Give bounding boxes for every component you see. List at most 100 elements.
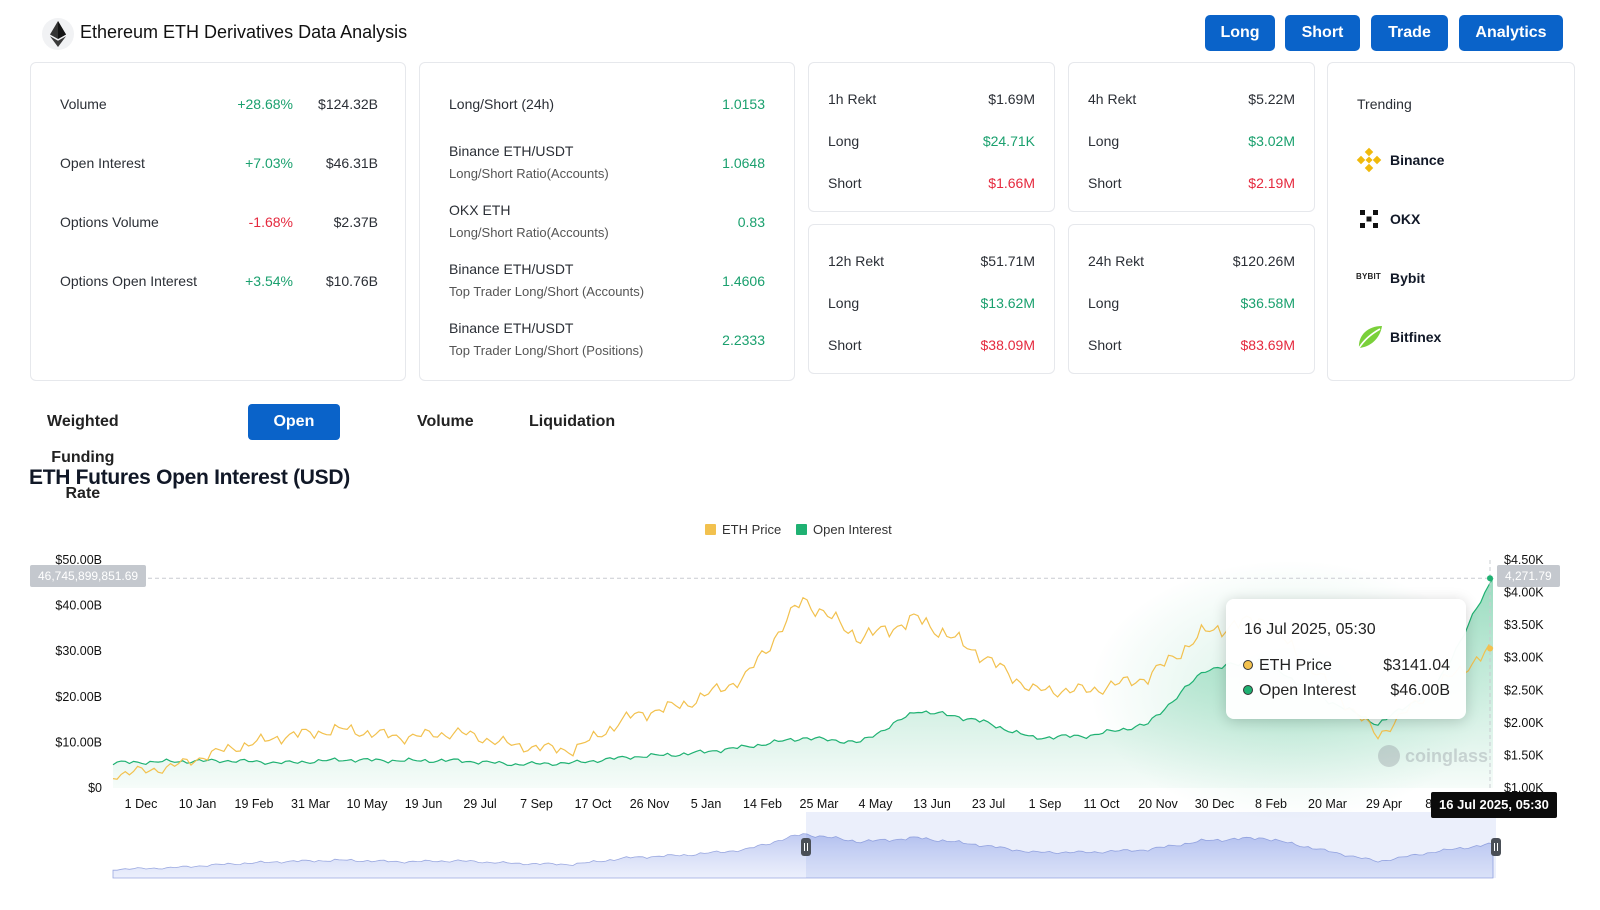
ratio-label: Binance ETH/USDT (449, 143, 574, 159)
rekt-short-value: $38.09M (980, 337, 1035, 353)
right-axis-tick: $4.50K (1504, 553, 1544, 567)
rekt-title: 24h Rekt (1088, 253, 1145, 269)
rekt-card-12h: 12h Rekt $51.71M Long $13.62M Short $38.… (808, 224, 1055, 374)
x-axis-tick: 10 Jan (179, 797, 217, 811)
x-axis-tick: 23 Jul (972, 797, 1005, 811)
rekt-card-4h: 4h Rekt $5.22M Long $3.02M Short $2.19M (1068, 62, 1315, 212)
rekt-long-value: $13.62M (980, 295, 1035, 311)
tooltip-label: ETH Price (1259, 657, 1332, 674)
x-axis-tick: 20 Mar (1308, 797, 1347, 811)
legend-item-open-interest[interactable]: Open Interest (796, 522, 892, 537)
tab-open-interest[interactable]: Open Interest (248, 404, 340, 466)
overview-change: +3.54% (245, 273, 293, 289)
rekt-total: $120.26M (1232, 253, 1295, 269)
rekt-long-label: Long (828, 133, 860, 149)
navigator-right-handle[interactable] (1491, 838, 1501, 856)
overview-value: $124.32B (318, 96, 378, 112)
overview-change: -1.68% (248, 214, 293, 230)
ratio-label: Binance ETH/USDT (449, 261, 574, 277)
open-interest-chart[interactable]: $0 $10.00B $20.00B $30.00B $40.00B $50.00B $1… (0, 540, 1600, 910)
short-button[interactable]: Short (1285, 15, 1360, 51)
tab-liquidation[interactable]: Liquidation (512, 404, 633, 440)
page-title: Ethereum ETH Derivatives Data Analysis (80, 22, 408, 42)
watermark-text: coinglass (1405, 746, 1488, 766)
ratio-value: 1.0153 (722, 96, 765, 112)
x-axis-tick: 1 Sep (1029, 797, 1062, 811)
rekt-title: 1h Rekt (828, 91, 877, 107)
rekt-total: $5.22M (1248, 91, 1295, 107)
x-axis: 1 Dec 10 Jan 19 Feb 31 Mar 10 May 19 Jun 29 Ju… (125, 797, 1456, 811)
trending-item-name: Bitfinex (1390, 329, 1442, 345)
trending-item-bybit[interactable]: BYBIT Bybit (1356, 263, 1536, 293)
x-axis-tick: 20 Nov (1138, 797, 1178, 811)
ratio-value: 1.0648 (722, 155, 765, 171)
x-axis-tick: 10 May (347, 797, 389, 811)
chart-title: ETH Futures Open Interest (USD) (29, 466, 350, 489)
trending-card: Trending Binance OKX BYBIT Bybit (1327, 62, 1575, 381)
x-axis-tick: 8 Feb (1255, 797, 1287, 811)
ratio-value: 1.4606 (722, 273, 765, 289)
crosshair-left-value: 46,745,899,851.69 (30, 565, 147, 587)
trending-item-okx[interactable]: OKX (1356, 204, 1536, 234)
rekt-total: $51.71M (980, 253, 1035, 269)
analytics-button[interactable]: Analytics (1459, 15, 1563, 51)
navigator-selection[interactable] (806, 812, 1496, 878)
overview-change: +28.68% (237, 96, 293, 112)
tab-volume[interactable]: Volume (400, 404, 491, 440)
overview-value: $10.76B (325, 273, 378, 289)
x-axis-tick: 30 Dec (1195, 797, 1235, 811)
rekt-card-24h: 24h Rekt $120.26M Long $36.58M Short $83… (1068, 224, 1315, 374)
x-axis-tick: 1 Dec (125, 797, 158, 811)
x-axis-tick: 13 Jun (913, 797, 951, 811)
navigator-left-handle[interactable] (801, 838, 811, 856)
legend-label: ETH Price (722, 522, 782, 537)
overview-label: Options Volume (60, 214, 159, 230)
trade-button[interactable]: Trade (1371, 15, 1448, 51)
okx-icon (1360, 210, 1378, 228)
x-axis-tick: 4 May (858, 797, 893, 811)
ratio-value: 0.83 (737, 214, 765, 230)
overview-label: Options Open Interest (60, 273, 197, 289)
left-axis-tick: $0 (88, 781, 102, 795)
x-axis-tick: 5 Jan (691, 797, 722, 811)
trending-item-bitfinex[interactable]: Bitfinex (1356, 322, 1536, 352)
open-interest-area (113, 578, 1493, 788)
rekt-long-label: Long (828, 295, 860, 311)
bybit-icon: BYBIT (1356, 272, 1381, 281)
right-axis-tick: $1.00K (1504, 781, 1544, 795)
trending-item-binance[interactable]: Binance (1356, 145, 1536, 175)
overview-value: $2.37B (333, 214, 378, 230)
left-axis-tick: $40.00B (55, 599, 102, 613)
x-axis-tick: 17 Oct (575, 797, 612, 811)
left-axis-tick: $50.00B (55, 553, 102, 567)
x-axis-tick: 29 Jul (463, 797, 496, 811)
overview-card: Volume +28.68% $124.32B Open Interest +7… (30, 62, 406, 381)
trending-title: Trending (1357, 96, 1412, 112)
tooltip-dot (1243, 685, 1253, 695)
bitfinex-icon (1358, 326, 1382, 349)
x-axis-tick: 11 Oct (1084, 797, 1120, 811)
long-button[interactable]: Long (1205, 15, 1275, 51)
rekt-card-1h: 1h Rekt $1.69M Long $24.71K Short $1.66M (808, 62, 1055, 212)
ratio-value: 2.2333 (722, 332, 765, 348)
eth-price-point (1487, 645, 1493, 652)
binance-icon (1356, 147, 1382, 173)
right-axis-tick: $4.00K (1504, 586, 1544, 600)
overview-label: Volume (60, 96, 107, 112)
coinglass-watermark: coinglass (1378, 745, 1488, 767)
rekt-long-value: $3.02M (1248, 133, 1295, 149)
legend-item-eth-price[interactable]: ETH Price (705, 522, 781, 537)
tooltip-value: $3141.04 (1383, 657, 1450, 674)
right-axis-tick: $3.50K (1504, 618, 1544, 632)
trending-item-name: Binance (1390, 152, 1445, 168)
page-header: Ethereum ETH Derivatives Data Analysis L… (40, 14, 1563, 54)
tooltip-row-open-interest: Open Interest $46.00B (1243, 682, 1450, 700)
rekt-short-value: $2.19M (1248, 175, 1295, 191)
range-navigator (112, 812, 1501, 879)
rekt-title: 12h Rekt (828, 253, 885, 269)
ethereum-logo-icon (42, 18, 74, 50)
right-axis-tick: $2.50K (1504, 683, 1544, 697)
ratio-label: OKX ETH (449, 202, 511, 218)
tab-weighted-funding-rate[interactable]: Weighted Funding Rate (30, 404, 136, 502)
long-short-ratio-card: Long/Short (24h) 1.0153 Binance ETH/USDT… (419, 62, 795, 381)
